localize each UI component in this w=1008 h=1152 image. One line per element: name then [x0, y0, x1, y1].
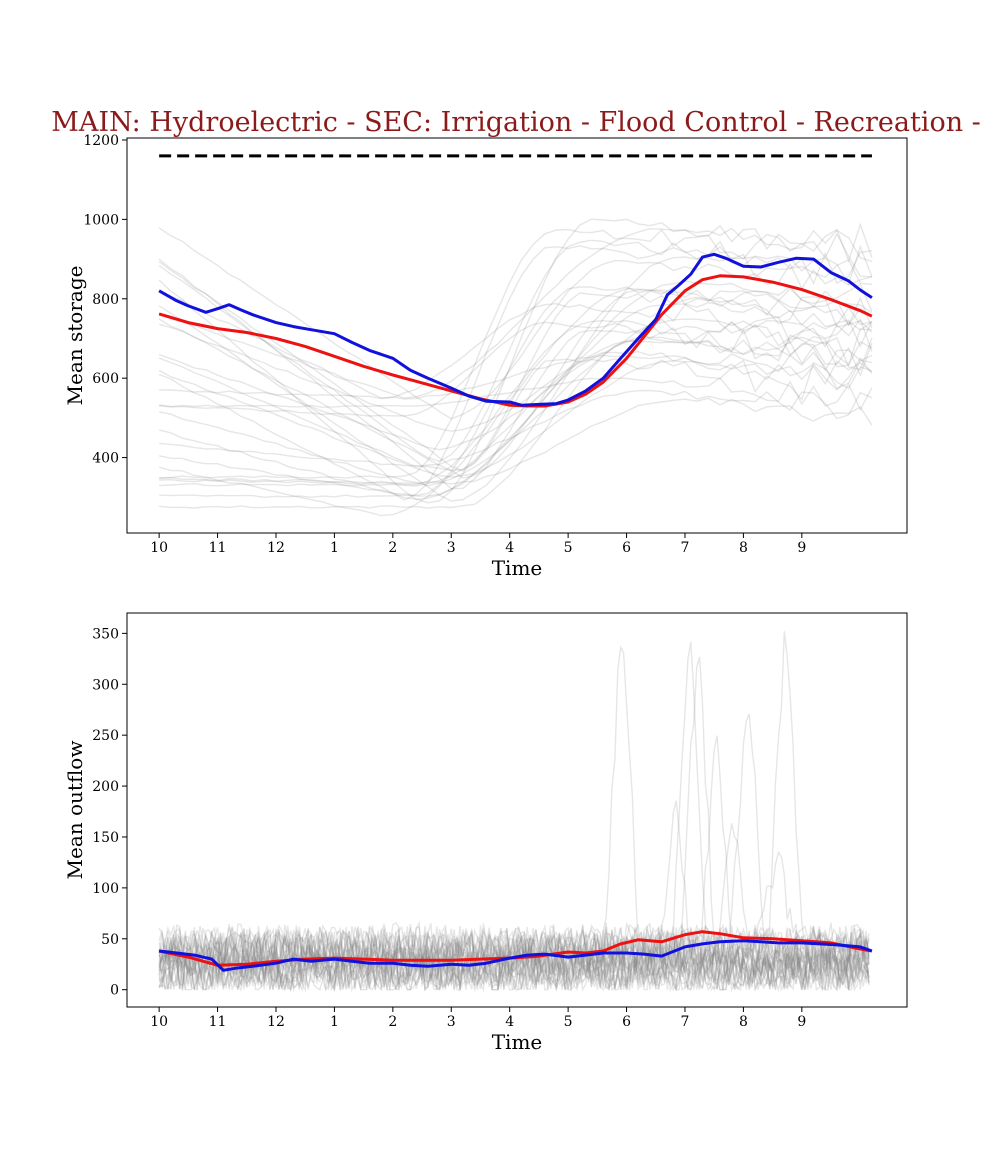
storage-ensemble-trace: [159, 292, 873, 472]
storage-x-tick-label: 2: [388, 540, 397, 556]
storage-y-tick-label: 800: [92, 292, 119, 308]
storage-x-tick-label: 7: [681, 540, 690, 556]
storage-x-tick-label: 9: [797, 540, 806, 556]
outflow-x-tick-label: 5: [564, 1014, 573, 1030]
outflow-y-axis-label: Mean outflow: [63, 741, 87, 880]
outflow-axes-frame: [126, 612, 908, 1008]
storage-ensemble-trace: [159, 350, 873, 487]
storage-x-tick-label: 10: [150, 540, 168, 556]
outflow-ensemble-trace: [158, 923, 870, 967]
storage-ensemble-trace: [158, 287, 873, 517]
storage-x-tick-label: 3: [447, 540, 456, 556]
storage-ensemble-trace: [158, 218, 873, 504]
storage-x-tick-label: 5: [564, 540, 573, 556]
outflow-ensemble-trace: [158, 631, 870, 969]
storage-y-tick-label: 1000: [83, 212, 119, 228]
outflow-ensemble-trace: [158, 735, 870, 993]
storage-ensemble-traces: [158, 218, 873, 517]
storage-ensemble-trace: [158, 245, 873, 501]
outflow-ensemble-trace: [158, 656, 870, 988]
outflow-ensemble-trace: [158, 950, 870, 993]
storage-ensemble-trace: [158, 227, 873, 420]
outflow-x-tick-label: 3: [447, 1014, 456, 1030]
storage-x-axis-label: Time: [492, 556, 543, 580]
storage-x-tick-label: 6: [622, 540, 631, 556]
storage-ensemble-trace: [159, 397, 873, 485]
storage-y-axis-label: Mean storage: [63, 266, 87, 406]
outflow-y-tick-label: 250: [92, 728, 119, 744]
outflow-x-tick-label: 11: [209, 1014, 227, 1030]
storage-y-tick-label: 400: [92, 451, 119, 467]
storage-x-tick-label: 11: [209, 540, 227, 556]
storage-ensemble-trace: [159, 336, 873, 509]
storage-ensemble-trace: [159, 354, 873, 400]
outflow-ensemble-trace: [158, 645, 870, 968]
outflow-ensemble-trace: [158, 954, 870, 993]
storage-ensemble-trace: [159, 321, 872, 417]
outflow-x-tick-label: 7: [681, 1014, 690, 1030]
outflow-ensemble-trace: [158, 951, 870, 993]
storage-ensemble-trace: [158, 360, 873, 478]
storage-series-line-blue: [158, 252, 873, 407]
outflow-ensemble-trace: [158, 950, 870, 992]
storage-ensemble-trace: [158, 256, 872, 502]
storage-x-tick-label: 12: [267, 540, 285, 556]
outflow-x-tick-label: 8: [739, 1014, 748, 1030]
outflow-x-tick-label: 6: [622, 1014, 631, 1030]
storage-ensemble-trace: [159, 286, 873, 499]
storage-panel: 10 11 12 1 2 3 4 5 6 7 8 940060080010001200TimeMean…: [63, 133, 908, 580]
outflow-y-tick-label: 50: [101, 932, 119, 948]
storage-x-tick-label: 4: [505, 540, 514, 556]
outflow-x-tick-label: 9: [797, 1014, 806, 1030]
storage-ensemble-trace: [158, 261, 873, 472]
outflow-panel: 10 11 12 1 2 3 4 5 6 7 8 9050100150200250300350Time…: [63, 612, 908, 1054]
outflow-x-tick-label: 1: [330, 1014, 339, 1030]
figure-title: MAIN: Hydroelectric - SEC: Irrigation - …: [51, 107, 981, 138]
outflow-ensemble-trace: [158, 946, 870, 991]
outflow-ensemble-trace: [158, 926, 870, 971]
outflow-y-tick-label: 300: [92, 677, 119, 693]
outflow-ensemble-trace: [158, 952, 870, 993]
storage-ensemble-trace: [158, 227, 873, 399]
storage-ensemble-trace: [158, 376, 873, 412]
outflow-ensemble-trace: [158, 935, 870, 980]
storage-ensemble-trace: [158, 357, 873, 468]
outflow-ensemble-trace: [158, 951, 870, 993]
storage-x-tick-label: 1: [330, 540, 339, 556]
storage-ensemble-trace: [158, 279, 873, 501]
storage-ensemble-trace: [158, 280, 873, 497]
storage-ensemble-trace: [158, 318, 873, 487]
storage-ensemble-trace: [159, 228, 872, 479]
storage-axes-frame: [126, 137, 908, 534]
storage-y-tick-label: 1200: [83, 133, 119, 149]
outflow-ensemble-traces: [158, 631, 870, 993]
outflow-ensemble-trace: [158, 713, 870, 967]
outflow-y-tick-label: 100: [92, 881, 119, 897]
outflow-x-tick-label: 2: [388, 1014, 397, 1030]
storage-x-tick-label: 8: [739, 540, 748, 556]
outflow-ensemble-trace: [158, 939, 870, 984]
outflow-x-axis-label: Time: [492, 1030, 543, 1054]
storage-ensemble-trace: [158, 290, 873, 399]
outflow-ensemble-trace: [158, 928, 870, 972]
storage-ensemble-trace: [158, 289, 873, 479]
outflow-ensemble-trace: [158, 800, 870, 992]
outflow-x-tick-label: 4: [505, 1014, 514, 1030]
outflow-x-tick-label: 10: [150, 1014, 168, 1030]
outflow-series-line-blue: [158, 939, 873, 972]
storage-ensemble-trace: [159, 318, 873, 486]
outflow-ensemble-trace: [158, 930, 870, 974]
outflow-x-tick-label: 12: [267, 1014, 285, 1030]
outflow-y-tick-label: 350: [92, 626, 119, 642]
outflow-ensemble-trace: [158, 947, 870, 990]
storage-ensemble-trace: [158, 337, 873, 451]
outflow-y-tick-label: 150: [92, 830, 119, 846]
storage-y-tick-label: 600: [92, 371, 119, 387]
storage-ensemble-trace: [158, 239, 873, 463]
storage-ensemble-trace: [158, 258, 873, 490]
outflow-y-tick-label: 0: [110, 983, 119, 999]
outflow-y-tick-label: 200: [92, 779, 119, 795]
